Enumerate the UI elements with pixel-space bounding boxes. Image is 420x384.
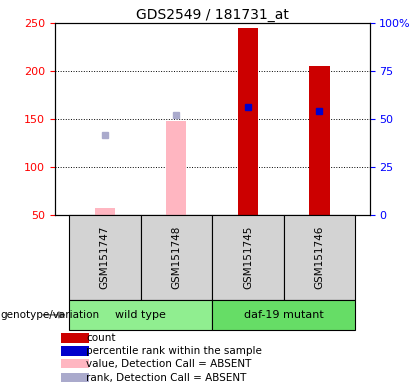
Text: value, Detection Call = ABSENT: value, Detection Call = ABSENT [86,359,252,369]
Bar [284,215,355,300]
Bar [61,359,89,368]
Text: daf-19 mutant: daf-19 mutant [244,310,323,320]
Bar [141,215,212,300]
Text: GSM151746: GSM151746 [315,225,325,289]
Text: GSM151748: GSM151748 [171,225,181,289]
Text: percentile rank within the sample: percentile rank within the sample [86,346,262,356]
Bar [94,208,115,215]
Bar [61,346,89,356]
Text: rank, Detection Call = ABSENT: rank, Detection Call = ABSENT [86,372,247,382]
Bar [310,66,330,215]
Text: count: count [86,333,116,343]
Text: GSM151745: GSM151745 [243,225,253,289]
Bar [238,28,258,215]
Bar [69,215,141,300]
Bar [212,300,355,330]
Title: GDS2549 / 181731_at: GDS2549 / 181731_at [136,8,289,22]
Text: wild type: wild type [115,310,166,320]
Bar [61,373,89,382]
Text: genotype/variation: genotype/variation [0,310,99,320]
Bar [166,121,186,215]
Text: GSM151747: GSM151747 [100,225,110,289]
Bar [69,300,212,330]
Bar [212,215,284,300]
Bar [61,333,89,343]
